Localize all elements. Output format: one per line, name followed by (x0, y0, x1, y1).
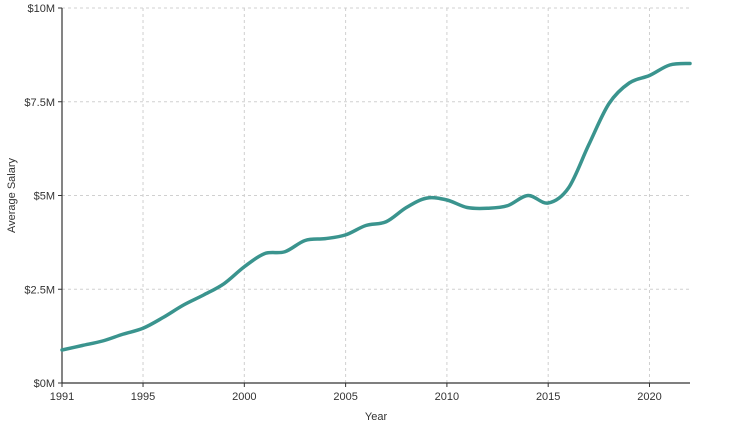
x-tick-label: 2005 (333, 391, 357, 403)
series (60, 61, 692, 352)
grid (62, 7, 690, 383)
salary-series-line (60, 61, 692, 352)
y-tick-label: $10M (27, 3, 55, 15)
x-axis-title: Year (365, 411, 388, 423)
x-tick-label: 2000 (232, 391, 256, 403)
x-tick-label: 1995 (131, 391, 155, 403)
x-tick-label: 2020 (637, 391, 661, 403)
x-tick-label: 1991 (50, 391, 74, 403)
y-axis-title: Average Salary (6, 158, 18, 234)
y-tick-label: $7.5M (24, 97, 55, 109)
y-tick-label: $5M (34, 191, 55, 203)
y-tick-label: $0M (34, 378, 55, 390)
tick-labels: $0M $2.5M $5M $7.5M $10M 1991 1995 2000 2005 2010… (24, 3, 661, 403)
y-tick-label: $2.5M (24, 284, 55, 296)
axes (58, 7, 690, 387)
x-tick-label: 2010 (435, 391, 459, 403)
x-tick-label: 2015 (536, 391, 560, 403)
